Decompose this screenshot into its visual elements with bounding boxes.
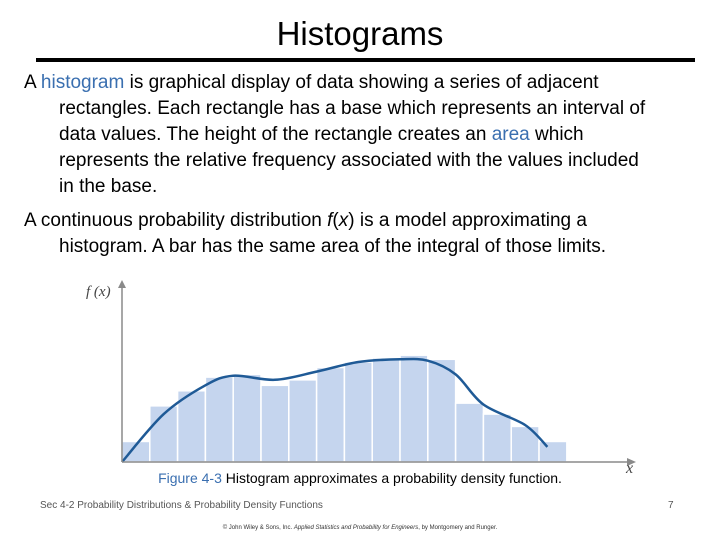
figure-caption: Figure 4-3 Histogram approximates a prob… — [0, 469, 720, 487]
histogram-bar — [288, 379, 318, 463]
para1-line1: A histogram is graphical display of data… — [24, 70, 684, 96]
para1-line4: represents the relative frequency associ… — [59, 150, 639, 171]
x-axis-arrowhead — [627, 458, 636, 466]
para2-line2: histogram. A bar has the same area of th… — [59, 236, 607, 257]
histogram-bar — [371, 357, 401, 463]
histogram-bar — [538, 440, 568, 463]
histogram-bar — [315, 366, 346, 463]
caption-text: Histogram approximates a probability den… — [221, 470, 562, 486]
highlight-term-histogram: histogram — [40, 72, 125, 93]
title-underline — [36, 58, 695, 62]
histogram-bars — [121, 354, 568, 463]
text-run: data values. The height of the rectangle… — [59, 124, 492, 145]
density-curve — [121, 357, 549, 463]
text-run: which — [529, 124, 584, 145]
math-f: f — [327, 210, 333, 231]
histogram-bar — [454, 402, 485, 463]
x-axis-label: x — [625, 460, 633, 477]
histogram-bar — [399, 354, 429, 463]
para2-line1: A continuous probability distribution f(… — [24, 208, 684, 234]
y-axis-label: f (x) — [86, 284, 111, 300]
highlight-term-area: area — [491, 124, 530, 145]
footer-section-title: Sec 4-2 Probability Distributions & Prob… — [40, 500, 323, 511]
para1-line5: in the base. — [59, 176, 158, 197]
histogram-bar — [260, 384, 290, 463]
credit-text: , by Montgomery and Runger. — [418, 525, 498, 531]
copyright-credit: © John Wiley & Sons, Inc. Applied Statis… — [0, 525, 720, 531]
text-run: is graphical display of data showing a s… — [124, 72, 599, 93]
page-number: 7 — [668, 500, 674, 511]
credit-book-title: Applied Statistics and Probability for E… — [293, 525, 419, 531]
figure-number: Figure 4-3 — [158, 470, 222, 486]
histogram-bar — [204, 376, 234, 463]
para1-line2: rectangles. Each rectangle has a base wh… — [59, 98, 646, 119]
histogram-bar — [343, 361, 373, 463]
text-run: A — [24, 72, 41, 93]
text-run: ( — [332, 210, 339, 231]
text-run: A continuous probability distribution — [24, 210, 328, 231]
credit-text: © John Wiley & Sons, Inc. — [222, 525, 294, 531]
math-x: x — [338, 210, 349, 231]
y-axis-arrowhead — [118, 280, 126, 288]
para1-line3: data values. The height of the rectangle… — [24, 122, 684, 148]
histogram-bar — [427, 358, 457, 463]
histogram-bar — [232, 373, 262, 463]
paragraph-continuous-distribution: A continuous probability distribution f(… — [24, 208, 684, 260]
text-run: ) is a model approximating a — [348, 210, 587, 231]
paragraph-histogram-definition: A histogram is graphical display of data… — [24, 70, 684, 200]
histogram-bar — [482, 413, 512, 463]
histogram-bar — [176, 390, 207, 463]
slide-title: Histograms — [276, 15, 444, 52]
